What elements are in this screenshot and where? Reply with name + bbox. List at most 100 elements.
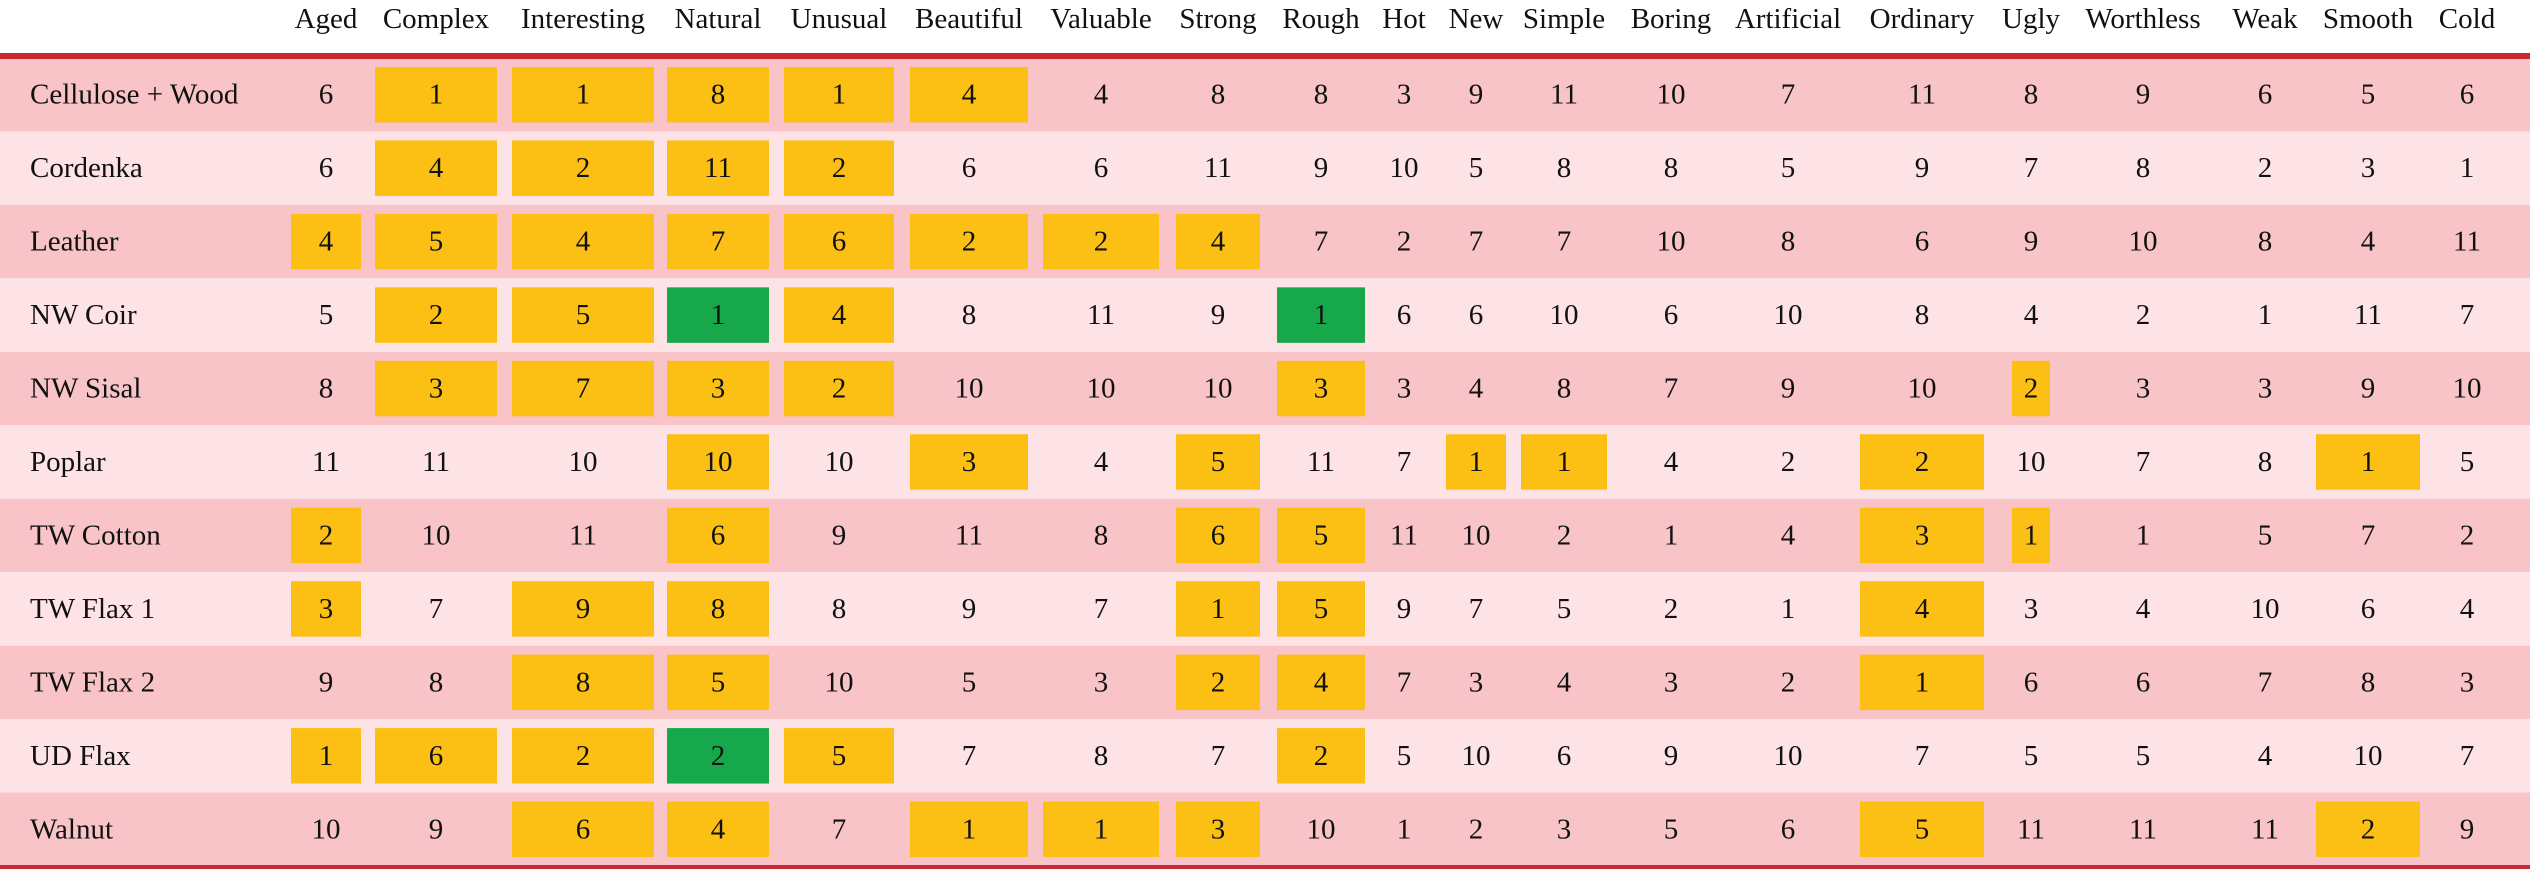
cell-value: 2 — [2024, 373, 2039, 405]
cell-value: 3 — [2361, 152, 2376, 184]
cell-value: 7 — [1094, 593, 1109, 625]
cell-value: 8 — [2024, 79, 2039, 111]
cell-value: 11 — [955, 519, 983, 551]
highlight-cell-yellow — [1277, 654, 1365, 711]
cell-value: 7 — [2024, 152, 2039, 184]
cell-value: 1 — [1915, 666, 1930, 698]
cell-value: 1 — [2258, 299, 2273, 331]
cell-value: 11 — [2129, 813, 2157, 845]
column-header: Beautiful — [915, 3, 1023, 35]
cell-value: 10 — [1774, 740, 1803, 772]
cell-value: 9 — [1469, 79, 1484, 111]
column-header: Hot — [1382, 3, 1426, 35]
row-background — [0, 425, 2530, 499]
cell-value: 2 — [1664, 593, 1679, 625]
highlight-cell-yellow — [2316, 434, 2420, 490]
cell-value: 1 — [711, 299, 726, 331]
cell-value: 7 — [576, 373, 591, 405]
column-header: Complex — [383, 3, 490, 35]
cell-value: 4 — [1094, 79, 1109, 111]
cell-value: 5 — [1915, 813, 1930, 845]
highlight-cell-yellow — [512, 140, 654, 196]
cell-value: 10 — [1774, 299, 1803, 331]
highlight-cell-green — [667, 728, 769, 784]
cell-value: 3 — [2136, 373, 2151, 405]
cell-value: 6 — [319, 152, 334, 184]
cell-value: 4 — [711, 813, 726, 845]
cell-value: 7 — [2460, 299, 2475, 331]
highlight-cell-yellow — [512, 287, 654, 343]
cell-value: 6 — [711, 519, 726, 551]
cell-value: 1 — [2136, 519, 2151, 551]
cell-value: 11 — [704, 152, 732, 184]
cell-value: 2 — [962, 226, 977, 258]
cell-value: 5 — [962, 666, 977, 698]
cell-value: 10 — [422, 519, 451, 551]
cell-value: 5 — [429, 226, 444, 258]
cell-value: 5 — [2361, 79, 2376, 111]
column-header: New — [1449, 3, 1504, 35]
cell-value: 6 — [1557, 740, 1572, 772]
cell-value: 6 — [832, 226, 847, 258]
highlight-cell-yellow — [512, 728, 654, 784]
highlight-cell-yellow — [375, 287, 497, 343]
cell-value: 10 — [2129, 226, 2158, 258]
cell-value: 1 — [1781, 593, 1796, 625]
cell-value: 4 — [1094, 446, 1109, 478]
highlight-cell-yellow — [1176, 581, 1260, 637]
cell-value: 7 — [2136, 446, 2151, 478]
cell-value: 9 — [319, 666, 334, 698]
row-label: UD Flax — [30, 740, 131, 772]
highlight-cell-yellow — [2316, 801, 2420, 857]
cell-value: 1 — [1664, 519, 1679, 551]
highlight-cell-yellow — [784, 140, 894, 196]
row-label: Walnut — [30, 813, 113, 845]
row-background — [0, 645, 2530, 720]
cell-value: 8 — [711, 593, 726, 625]
cell-value: 5 — [1469, 152, 1484, 184]
cell-value: 6 — [2361, 593, 2376, 625]
cell-value: 7 — [962, 740, 977, 772]
cell-value: 6 — [1469, 299, 1484, 331]
cell-value: 9 — [1397, 593, 1412, 625]
cell-value: 8 — [1557, 373, 1572, 405]
cell-value: 3 — [2024, 593, 2039, 625]
column-header: Interesting — [521, 3, 645, 35]
cell-value: 7 — [429, 593, 444, 625]
cell-value: 7 — [2460, 740, 2475, 772]
highlight-cell-yellow — [784, 213, 894, 270]
cell-value: 11 — [1390, 519, 1418, 551]
highlight-cell-yellow — [291, 581, 361, 637]
cell-value: 4 — [1314, 666, 1329, 698]
cell-value: 10 — [1390, 152, 1419, 184]
cell-value: 8 — [1094, 519, 1109, 551]
cell-value: 7 — [832, 813, 847, 845]
cell-value: 7 — [1469, 226, 1484, 258]
cell-value: 4 — [576, 226, 591, 258]
cell-value: 5 — [319, 299, 334, 331]
highlight-cell-yellow — [1176, 507, 1260, 564]
cell-value: 3 — [319, 593, 334, 625]
cell-value: 5 — [1664, 813, 1679, 845]
column-header: Ugly — [2002, 3, 2061, 35]
highlight-cell-yellow — [667, 507, 769, 564]
cell-value: 7 — [2258, 666, 2273, 698]
cell-value: 11 — [1087, 299, 1115, 331]
cell-value: 4 — [1557, 666, 1572, 698]
cell-value: 10 — [1550, 299, 1579, 331]
cell-value: 11 — [2251, 813, 2279, 845]
cell-value: 11 — [2354, 299, 2382, 331]
cell-value: 3 — [2258, 373, 2273, 405]
highlight-cell-yellow — [910, 67, 1028, 123]
cell-value: 7 — [1557, 226, 1572, 258]
cell-value: 7 — [711, 226, 726, 258]
cell-value: 11 — [569, 519, 597, 551]
cell-value: 3 — [1094, 666, 1109, 698]
highlight-cell-yellow — [667, 434, 769, 490]
highlight-cell-yellow — [512, 360, 654, 417]
cell-value: 6 — [1781, 813, 1796, 845]
highlight-cell-yellow — [1277, 728, 1365, 784]
cell-value: 10 — [1307, 813, 1336, 845]
cell-value: 6 — [2024, 666, 2039, 698]
cell-value: 8 — [2361, 666, 2376, 698]
